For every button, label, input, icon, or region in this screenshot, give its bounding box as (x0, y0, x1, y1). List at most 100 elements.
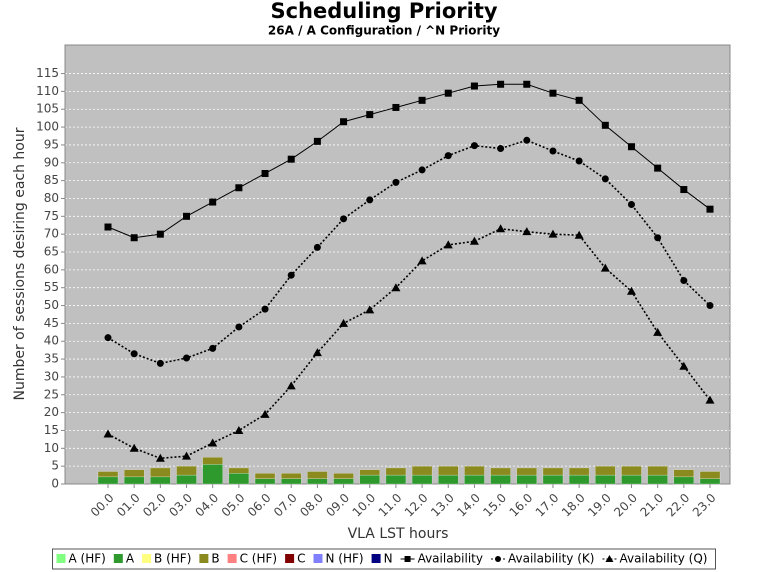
y-axis-label: Number of sessions desiring each hour (12, 127, 28, 400)
line-marker (706, 205, 714, 213)
line-marker (366, 196, 374, 204)
bar-segment (647, 474, 668, 485)
bar-segment (516, 474, 537, 485)
line-marker (680, 277, 688, 285)
x-tick-label: 06.0 (245, 491, 274, 520)
line-marker (208, 438, 218, 447)
y-tick-label: 25 (44, 387, 59, 401)
x-tick-label: 00.0 (88, 491, 117, 520)
bar-segment (490, 474, 511, 485)
bar-segment (699, 471, 721, 479)
y-tick-label: 90 (44, 155, 59, 169)
line-series (107, 83, 711, 239)
x-tick-label: 14.0 (454, 491, 483, 520)
bar-segment (411, 474, 433, 485)
bar-segment (595, 465, 616, 476)
bar-segment (542, 467, 564, 476)
legend-swatch (285, 554, 295, 563)
line-marker (235, 323, 243, 331)
line-marker (601, 121, 609, 129)
line-marker (312, 348, 322, 357)
bar-segment (464, 465, 485, 476)
bar-segment (490, 467, 511, 476)
legend-item: N (371, 552, 393, 566)
line-marker (340, 118, 348, 126)
legend-label: Availability (K) (508, 552, 594, 566)
line-marker (548, 229, 558, 238)
line-marker (365, 305, 375, 314)
bar-segment (333, 473, 354, 479)
legend-item: Availability (Q) (602, 552, 707, 566)
y-tick-label: 5 (51, 459, 59, 473)
x-tick-label: 04.0 (192, 491, 221, 520)
legend-box (52, 548, 716, 570)
bar-segment (228, 467, 250, 474)
legend-marker (605, 555, 614, 562)
line-marker (626, 286, 636, 295)
bar-segment (150, 467, 171, 478)
line-marker (522, 227, 532, 236)
y-tick-label: 65 (44, 245, 59, 259)
bar-segment (464, 474, 485, 485)
x-tick-label: 10.0 (350, 491, 379, 520)
line-marker (313, 137, 321, 145)
line-marker (418, 96, 426, 104)
line-marker (234, 425, 244, 434)
x-tick-label: 17.0 (533, 491, 562, 520)
legend-item: A (HF) (56, 552, 106, 566)
line-marker (392, 103, 400, 111)
legend-label: A (HF) (69, 552, 106, 566)
legend-swatch (142, 554, 152, 563)
line-marker (183, 354, 191, 362)
bar-segment (307, 471, 328, 479)
bar-segment (385, 467, 407, 476)
bar-segment (673, 469, 695, 478)
legend-item: Availability (K) (490, 552, 594, 566)
legend-item: B (HF) (142, 552, 191, 566)
bar-segment (359, 469, 380, 476)
legend-marker (404, 556, 411, 562)
line-marker (523, 136, 531, 144)
line-marker (286, 381, 296, 390)
bar-segment (281, 478, 302, 485)
line-marker (313, 243, 321, 251)
x-tick-label: 09.0 (323, 491, 352, 520)
line-marker (156, 230, 164, 238)
line-marker (391, 283, 401, 292)
x-tick-label: 03.0 (166, 491, 195, 520)
line-marker (130, 350, 138, 358)
bar-segment (176, 474, 197, 485)
line-marker (130, 234, 138, 242)
line-marker (654, 234, 662, 242)
line-marker (679, 361, 689, 370)
legend-item: N (HF) (313, 552, 364, 566)
line-marker (103, 429, 113, 438)
x-axis-label: VLA LST hours (348, 526, 449, 542)
bar-segment (333, 478, 354, 485)
y-tick-label: 60 (44, 262, 59, 276)
line-marker (104, 223, 112, 231)
y-tick-label: 115 (36, 66, 59, 80)
bar-segment (621, 465, 642, 476)
legend-label: B (211, 552, 219, 566)
line-marker (182, 451, 192, 460)
legend-label: Availability (Q) (619, 552, 707, 566)
line-marker (549, 89, 557, 97)
line-marker (575, 96, 583, 104)
line-marker (705, 395, 715, 404)
bar-segment (254, 478, 276, 485)
line-marker (366, 111, 374, 119)
y-tick-label: 75 (44, 209, 59, 223)
line-marker (155, 453, 165, 462)
line-marker (209, 344, 217, 352)
x-tick-label: 07.0 (271, 491, 300, 520)
y-tick-label: 15 (44, 423, 59, 437)
line-marker (339, 318, 349, 327)
legend-item: C (285, 552, 305, 566)
line-series (107, 139, 711, 365)
line-marker (287, 271, 295, 279)
line-marker (601, 175, 609, 183)
y-tick-label: 100 (36, 120, 59, 134)
bar-segment (673, 476, 695, 485)
line-marker (418, 166, 426, 174)
